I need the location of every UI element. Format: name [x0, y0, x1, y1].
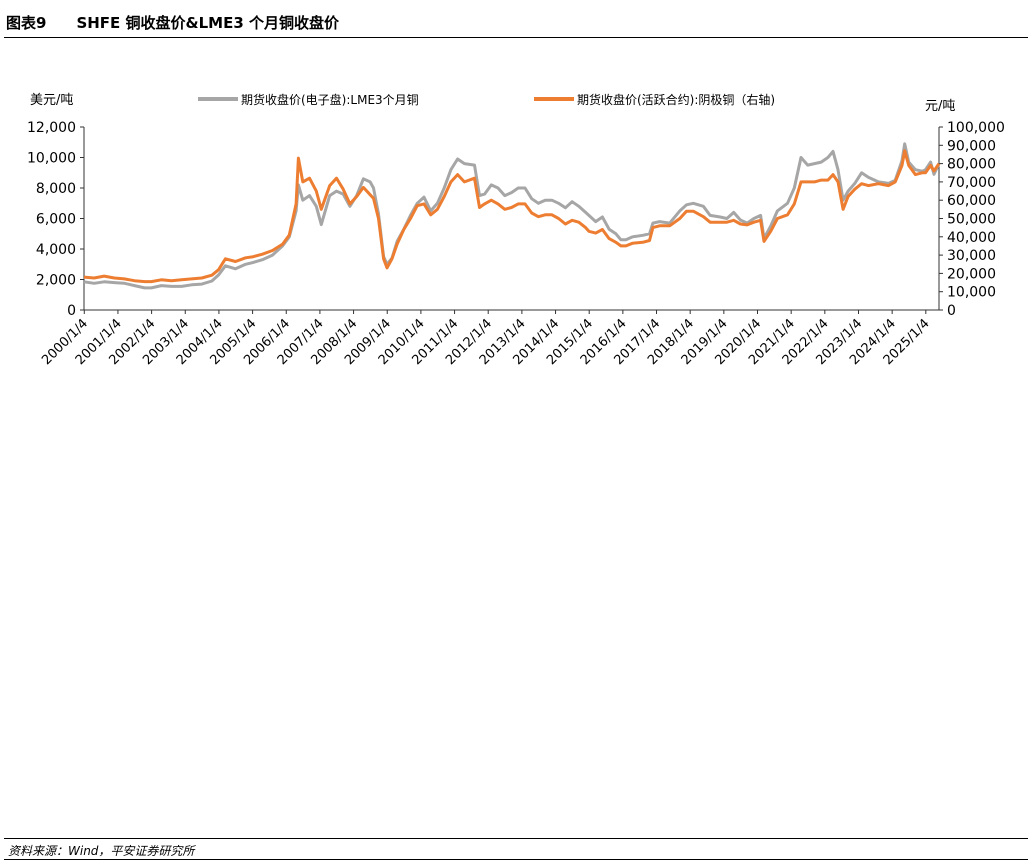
axes: 0 2,000 4,000 6,000 8,000 10,000 12,000 0 10,000…	[27, 120, 1005, 368]
right-axis-unit: 元/吨	[925, 99, 955, 114]
right-tick-label: 20,000	[947, 266, 996, 282]
header-rule	[4, 37, 1028, 38]
right-tick-label: 50,000	[947, 212, 996, 228]
right-axis-unit-label: 元/吨	[925, 99, 955, 114]
left-tick-label: 10,000	[27, 151, 76, 167]
series-line-shfe	[83, 149, 941, 284]
series-layer	[83, 142, 941, 290]
copy-price-chart: 美元/吨 元/吨 期货收盘价(电子盘):LME3个月铜 期货收盘价(活跃合约):…	[27, 92, 1005, 368]
right-tick-label: 40,000	[947, 230, 996, 246]
left-tick-label: 4,000	[36, 242, 76, 258]
footer-rule-top	[4, 838, 1028, 839]
right-tick-label: 60,000	[947, 193, 996, 209]
figure-footer: 资料来源：Wind，平安证券研究所	[0, 418, 1032, 860]
right-tick-label: 80,000	[947, 157, 996, 173]
right-tick-label: 70,000	[947, 175, 996, 191]
right-tick-label: 90,000	[947, 138, 996, 154]
right-tick-label: 30,000	[947, 248, 996, 264]
left-tick-label: 0	[67, 303, 76, 319]
right-tick-label: 100,000	[947, 120, 1005, 136]
right-tick-label: 10,000	[947, 285, 996, 301]
legend-label-lme: 期货收盘价(电子盘):LME3个月铜	[241, 92, 419, 107]
figure-label: 图表9	[6, 14, 47, 32]
left-axis-unit: 美元/吨	[30, 93, 73, 108]
left-tick-label: 8,000	[36, 181, 76, 197]
legend: 期货收盘价(电子盘):LME3个月铜 期货收盘价(活跃合约):阴极铜（右轴)	[198, 92, 775, 107]
left-axis-unit-label: 美元/吨	[30, 93, 73, 108]
left-tick-label: 2,000	[36, 273, 76, 289]
figure-title: 图表9 SHFE 铜收盘价&LME3 个月铜收盘价	[6, 12, 339, 33]
legend-label-shfe: 期货收盘价(活跃合约):阴极铜（右轴)	[577, 92, 775, 107]
figure-header: 图表9 SHFE 铜收盘价&LME3 个月铜收盘价	[0, 0, 1032, 40]
series-line-lme	[83, 142, 941, 290]
figure-title-text: SHFE 铜收盘价&LME3 个月铜收盘价	[76, 14, 339, 32]
right-tick-label: 0	[947, 303, 956, 319]
left-tick-label: 12,000	[27, 120, 76, 136]
left-tick-label: 6,000	[36, 212, 76, 228]
source-note: 资料来源：Wind，平安证券研究所	[8, 844, 195, 858]
